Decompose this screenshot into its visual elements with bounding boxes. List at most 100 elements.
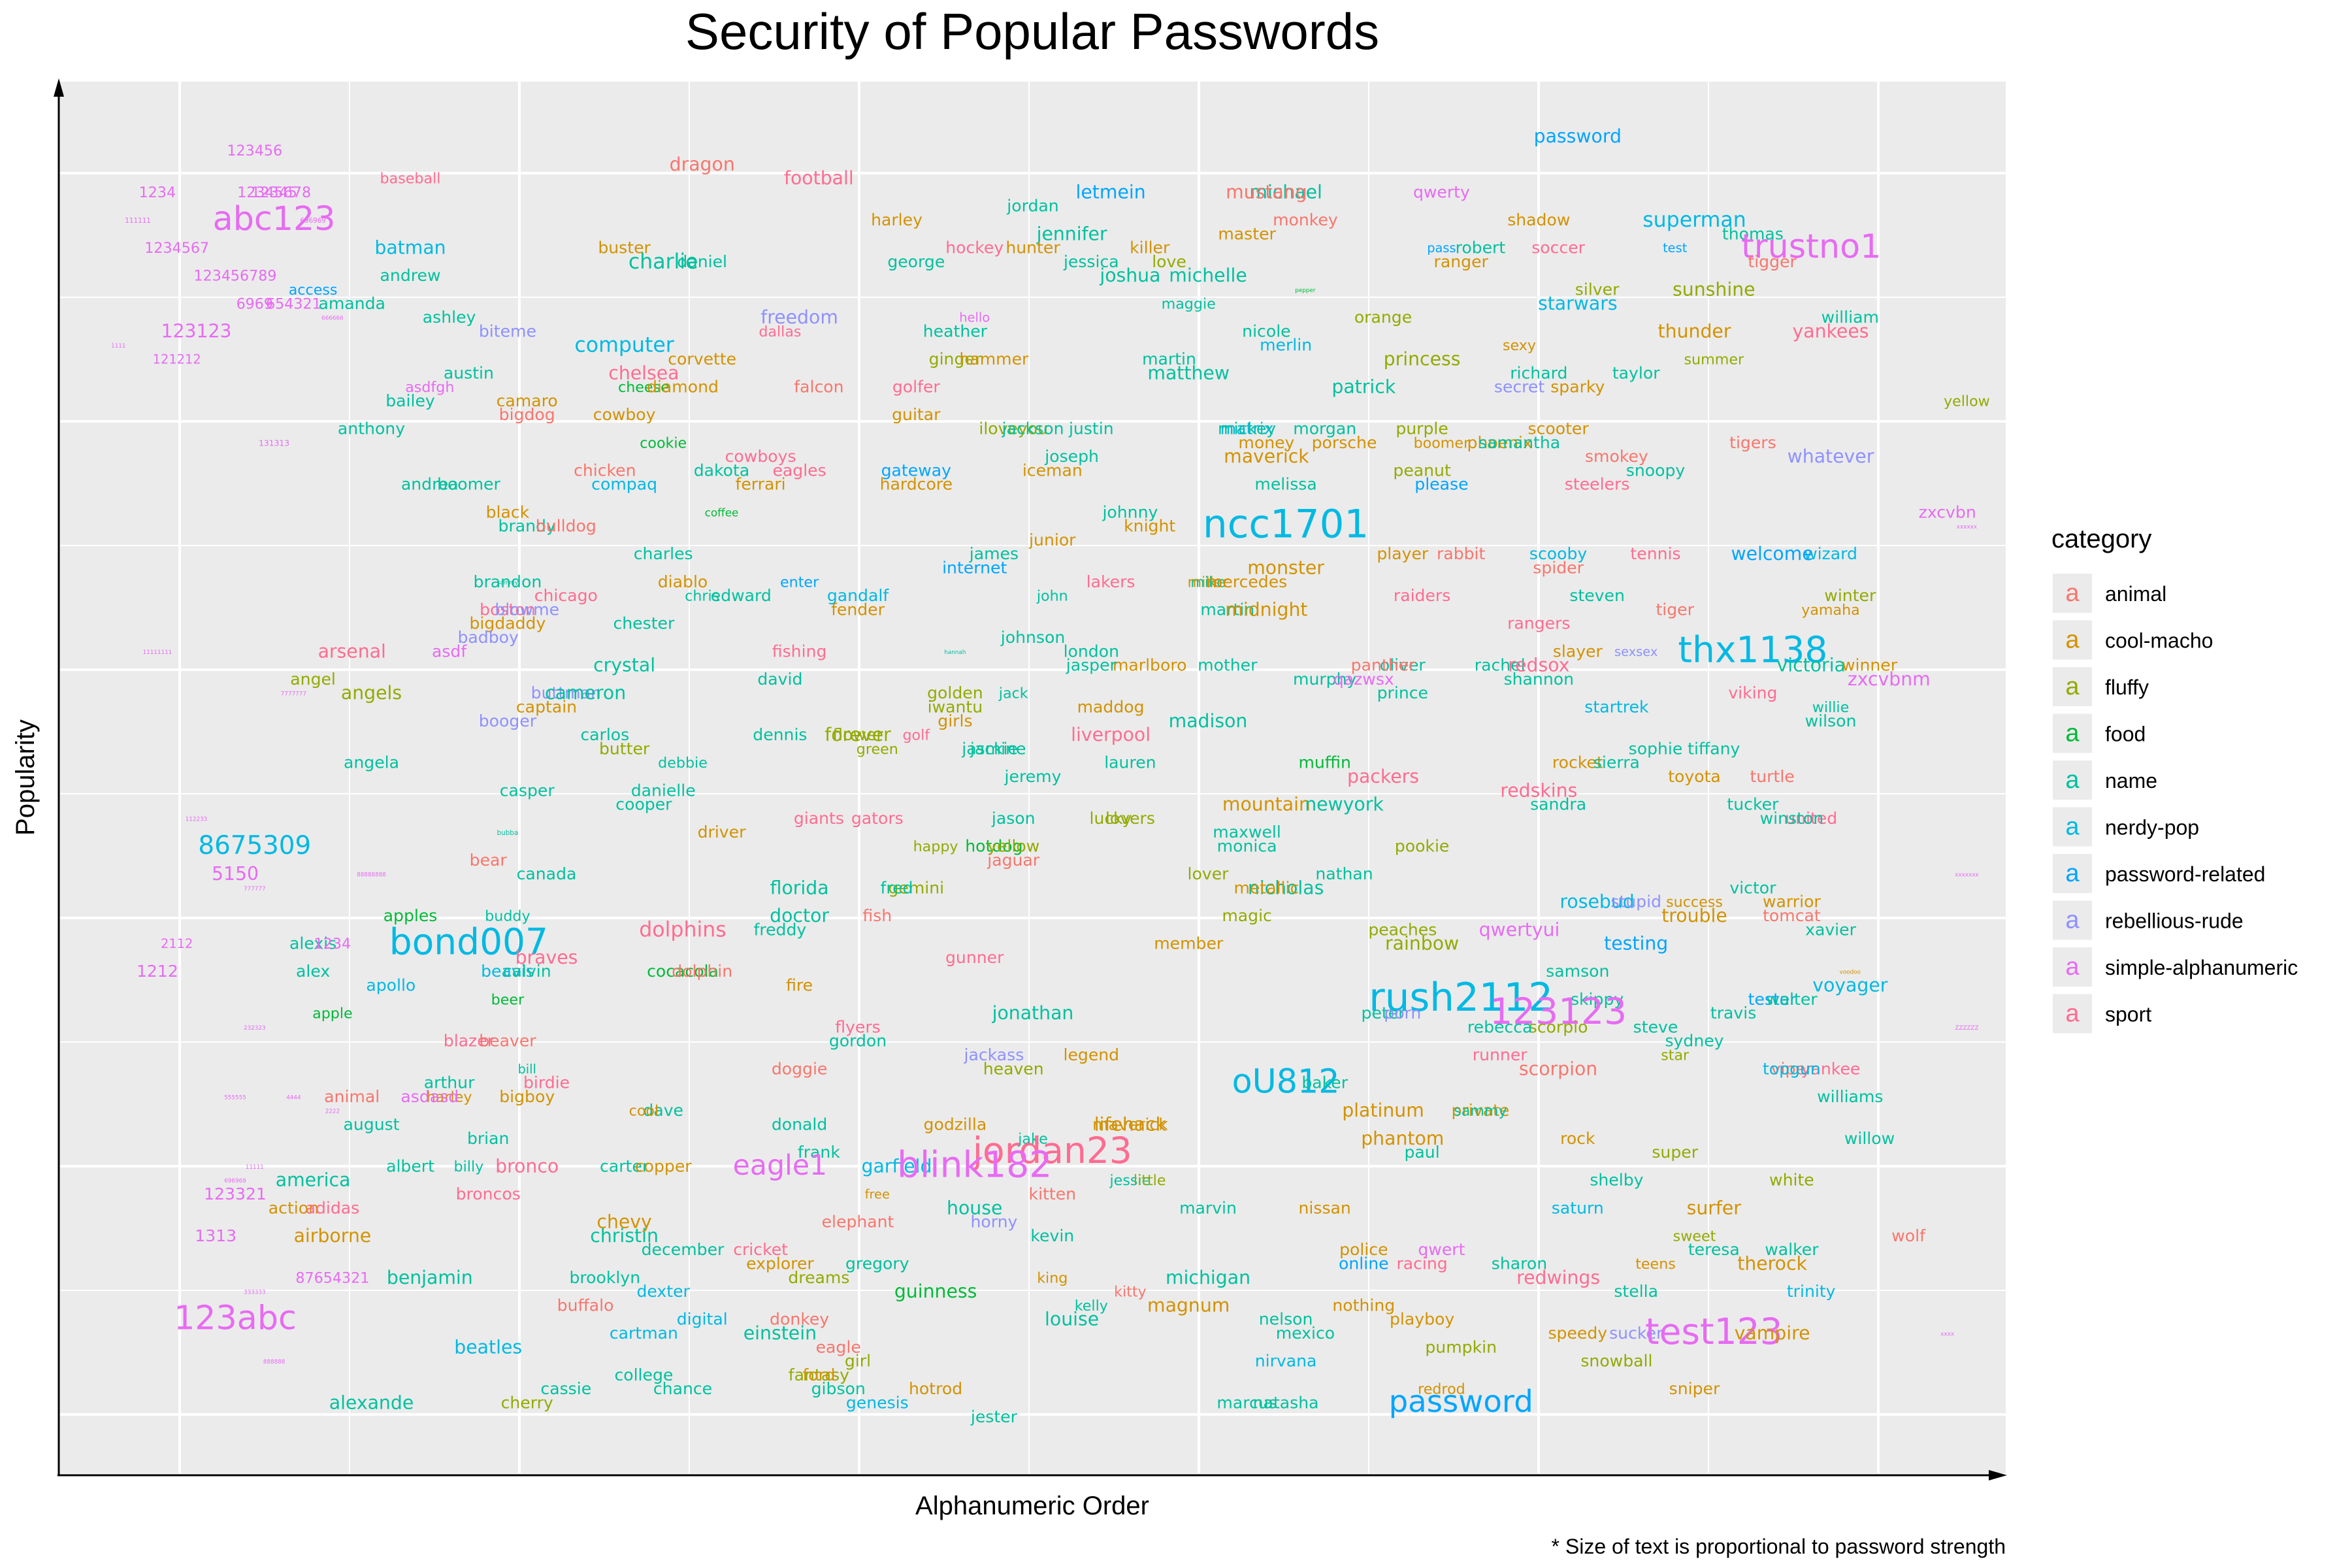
password-label: steven xyxy=(1569,586,1625,605)
password-label: ferrari xyxy=(736,475,786,494)
password-label: house xyxy=(947,1197,1002,1218)
password-label: 7777777 xyxy=(281,691,306,698)
password-label: falcon xyxy=(794,378,843,397)
password-label: whatever xyxy=(1788,446,1874,467)
password-label: brandon xyxy=(474,572,542,591)
password-label: success xyxy=(1666,894,1723,911)
password-label: lakers xyxy=(1086,572,1135,591)
password-label: peanut xyxy=(1393,461,1451,480)
password-label: birdie xyxy=(523,1073,570,1092)
password-label: enter xyxy=(780,574,819,591)
password-label: snowball xyxy=(1580,1352,1652,1371)
password-label: beatles xyxy=(454,1336,522,1358)
password-label: bigboy xyxy=(499,1087,555,1106)
legend-key xyxy=(2053,574,2092,613)
password-label: andrea xyxy=(401,475,459,494)
password-label: soccer xyxy=(1531,238,1585,257)
password-label: rainbow xyxy=(1385,933,1459,955)
legend-key xyxy=(2053,900,2092,940)
password-label: trustno1 xyxy=(1741,227,1882,266)
password-label: brian xyxy=(467,1129,510,1148)
password-label: rangers xyxy=(1507,614,1570,633)
password-label: hardcore xyxy=(880,475,953,494)
password-label: 2112 xyxy=(161,936,193,951)
password-label: lauren xyxy=(1104,753,1156,772)
password-label: free xyxy=(865,1187,890,1202)
password-label: august xyxy=(343,1115,399,1134)
password-label: yellow xyxy=(987,837,1039,856)
password-label: fishing xyxy=(772,642,827,661)
password-label: cooper xyxy=(615,795,672,814)
password-label: heaven xyxy=(983,1059,1044,1078)
password-label: alexande xyxy=(329,1392,414,1414)
password-label: qazwsx xyxy=(1333,670,1394,689)
password-label: 777777 xyxy=(244,886,266,892)
password-label: rocket xyxy=(1552,753,1603,772)
password-label: redrod xyxy=(1418,1381,1465,1398)
password-label: muffin xyxy=(1298,753,1351,772)
password-label: playboy xyxy=(1390,1310,1454,1329)
legend-key xyxy=(2053,994,2092,1034)
password-label: tigger xyxy=(1748,252,1797,271)
password-label: tucker xyxy=(1727,795,1779,814)
password-label: booger xyxy=(479,711,537,730)
password-label: calvin xyxy=(503,962,551,981)
password-label: raiders xyxy=(1394,586,1450,605)
password-label: bailey xyxy=(385,391,435,410)
password-label: johnson xyxy=(1000,628,1065,647)
password-label: badboy xyxy=(458,628,519,647)
password-labels: password 123456 baseball dragon football 1234… xyxy=(111,125,1990,1426)
password-label: cowboys xyxy=(725,447,796,466)
password-label: scooter xyxy=(1528,419,1590,438)
password-label: christin xyxy=(590,1225,659,1247)
password-label: 333333 xyxy=(244,1290,266,1296)
password-label: nicholas xyxy=(1248,877,1324,898)
password-label: carlos xyxy=(580,725,629,744)
legend-key-glyph: a xyxy=(2065,673,2080,700)
password-label: paul xyxy=(1405,1143,1440,1162)
password-label: debbie xyxy=(658,755,708,772)
password-label: eagle1 xyxy=(733,1149,827,1182)
password-label: walter xyxy=(1766,990,1818,1009)
password-label: newyork xyxy=(1305,794,1384,815)
password-label: james xyxy=(969,544,1019,563)
legend-key-glyph: a xyxy=(2065,907,2080,934)
password-label: charles xyxy=(634,544,693,563)
password-label: brooklyn xyxy=(569,1268,640,1287)
password-label: sydney xyxy=(1665,1032,1723,1051)
password-label: daniel xyxy=(677,252,727,271)
password-label: superman xyxy=(1642,208,1746,232)
password-label: packers xyxy=(1347,766,1419,787)
password-label: xxxx xyxy=(1940,1331,1954,1338)
password-label: 123456789 xyxy=(193,268,276,285)
password-label: shelby xyxy=(1590,1171,1643,1190)
password-label: princess xyxy=(1384,348,1461,370)
password-label: golden xyxy=(927,683,983,702)
password-label: midnight xyxy=(1225,598,1307,620)
password-label: marcus xyxy=(1217,1394,1277,1413)
password-label: rock xyxy=(1560,1129,1595,1148)
password-label: computer xyxy=(574,334,674,357)
password-label: baseball xyxy=(380,171,441,188)
password-label: taylor xyxy=(1612,363,1660,382)
password-label: 8675309 xyxy=(198,831,311,860)
password-label: dolphins xyxy=(639,918,727,941)
password-label: patrick xyxy=(1331,376,1396,398)
password-label: nicole xyxy=(1242,321,1290,340)
password-label: shadow xyxy=(1507,210,1570,229)
password-label: voyager xyxy=(1812,975,1888,996)
password-label: welcome xyxy=(1731,543,1813,564)
password-label: 666666 xyxy=(321,316,344,322)
password-label: jaguar xyxy=(987,851,1040,870)
password-label: star xyxy=(1661,1047,1690,1064)
password-label: internet xyxy=(942,559,1007,578)
password-label: edward xyxy=(711,586,772,605)
password-label: matrix xyxy=(1220,419,1274,438)
password-label: magic xyxy=(1222,906,1272,925)
password-label: 111111 xyxy=(125,217,151,225)
password-label: dreams xyxy=(788,1268,849,1287)
password-label: 123456 xyxy=(227,142,282,159)
password-label: eagles xyxy=(772,461,826,480)
password-label: dallas xyxy=(759,323,801,340)
password-label: diablo xyxy=(658,572,708,591)
